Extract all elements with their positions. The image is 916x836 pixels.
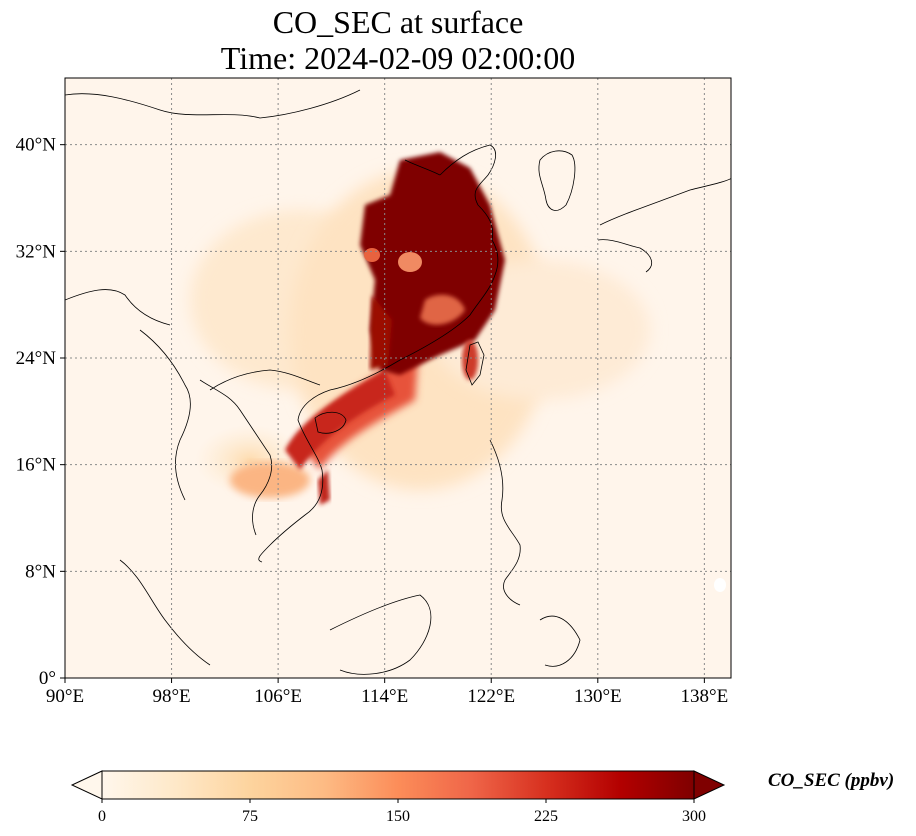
- x-tick-label: 90°E: [46, 686, 84, 707]
- x-tick-label: 130°E: [574, 686, 622, 707]
- plume-hole-west: [364, 248, 380, 262]
- y-tick-label: 16°N: [16, 455, 57, 476]
- plume-orange-indochina: [230, 462, 310, 498]
- korea-outline: [538, 150, 576, 211]
- hainan-outline: [314, 411, 347, 434]
- y-axis-ticks: 0° 8°N 16°N 24°N 32°N 40°N: [16, 135, 65, 689]
- kyushu-outline: [597, 239, 653, 273]
- mindanao-outline: [539, 615, 581, 667]
- plume-darkred-corridor: [285, 370, 395, 470]
- bay-of-bengal-coast: [65, 289, 171, 326]
- x-tick-label: 122°E: [467, 686, 515, 707]
- map-frame: [64, 77, 732, 679]
- colorbar-extend-max: [693, 770, 726, 800]
- y-tick-label: 8°N: [25, 561, 56, 582]
- colorbar: 0 75 150 225 300: [70, 770, 726, 825]
- colorbar-extend-min: [70, 770, 103, 800]
- malay-peninsula-outline: [119, 559, 211, 666]
- myanmar-border: [139, 329, 191, 501]
- y-tick-label: 24°N: [16, 348, 57, 369]
- coastlines: [65, 89, 731, 675]
- japan-outline: [599, 178, 731, 226]
- map-panel: [65, 78, 731, 678]
- colorbar-gradient: [102, 771, 694, 799]
- philippines-outline: [489, 439, 521, 606]
- china-south-border: [209, 369, 321, 391]
- y-tick-label: 32°N: [16, 241, 57, 262]
- plume-core-south-tail: [370, 295, 392, 370]
- plume-darkred-vietnam-coast: [318, 470, 330, 505]
- colorbar-tick-label: 150: [386, 808, 410, 825]
- y-tick-label: 0°: [39, 668, 56, 689]
- x-tick-label: 114°E: [361, 686, 408, 707]
- x-axis-ticks: 90°E 98°E 106°E 114°E 122°E 130°E 138°E: [46, 678, 728, 707]
- plume-lighter-patch: [420, 294, 465, 325]
- colorbar-tick-label: 225: [534, 808, 558, 825]
- colorbar-ticks: 0 75 150 225 300: [98, 799, 706, 825]
- x-tick-label: 98°E: [152, 686, 190, 707]
- plume-core-east-china: [360, 152, 505, 375]
- white-patch: [714, 578, 726, 592]
- colorbar-tick-label: 0: [98, 808, 106, 825]
- x-tick-label: 106°E: [254, 686, 302, 707]
- co-sec-concentration-field: [190, 152, 726, 592]
- x-tick-label: 138°E: [681, 686, 729, 707]
- northern-border: [65, 89, 361, 119]
- colorbar-tick-label: 75: [242, 808, 258, 825]
- colorbar-label: CO_SEC (ppbv): [768, 770, 895, 791]
- gridlines: [65, 78, 731, 678]
- indochina-border: [199, 379, 273, 536]
- colorbar-tick-label: 300: [682, 808, 706, 825]
- taiwan-outline: [465, 341, 485, 386]
- y-tick-label: 40°N: [16, 135, 57, 156]
- plume-hole: [398, 252, 422, 272]
- borneo-outline: [329, 594, 432, 675]
- bohai-coast: [404, 159, 441, 176]
- east-asia-coastline: [258, 144, 499, 563]
- plot-title-line-1: CO_SEC at surface: [272, 4, 524, 40]
- plot-title-line-2: Time: 2024-02-09 02:00:00: [220, 40, 576, 76]
